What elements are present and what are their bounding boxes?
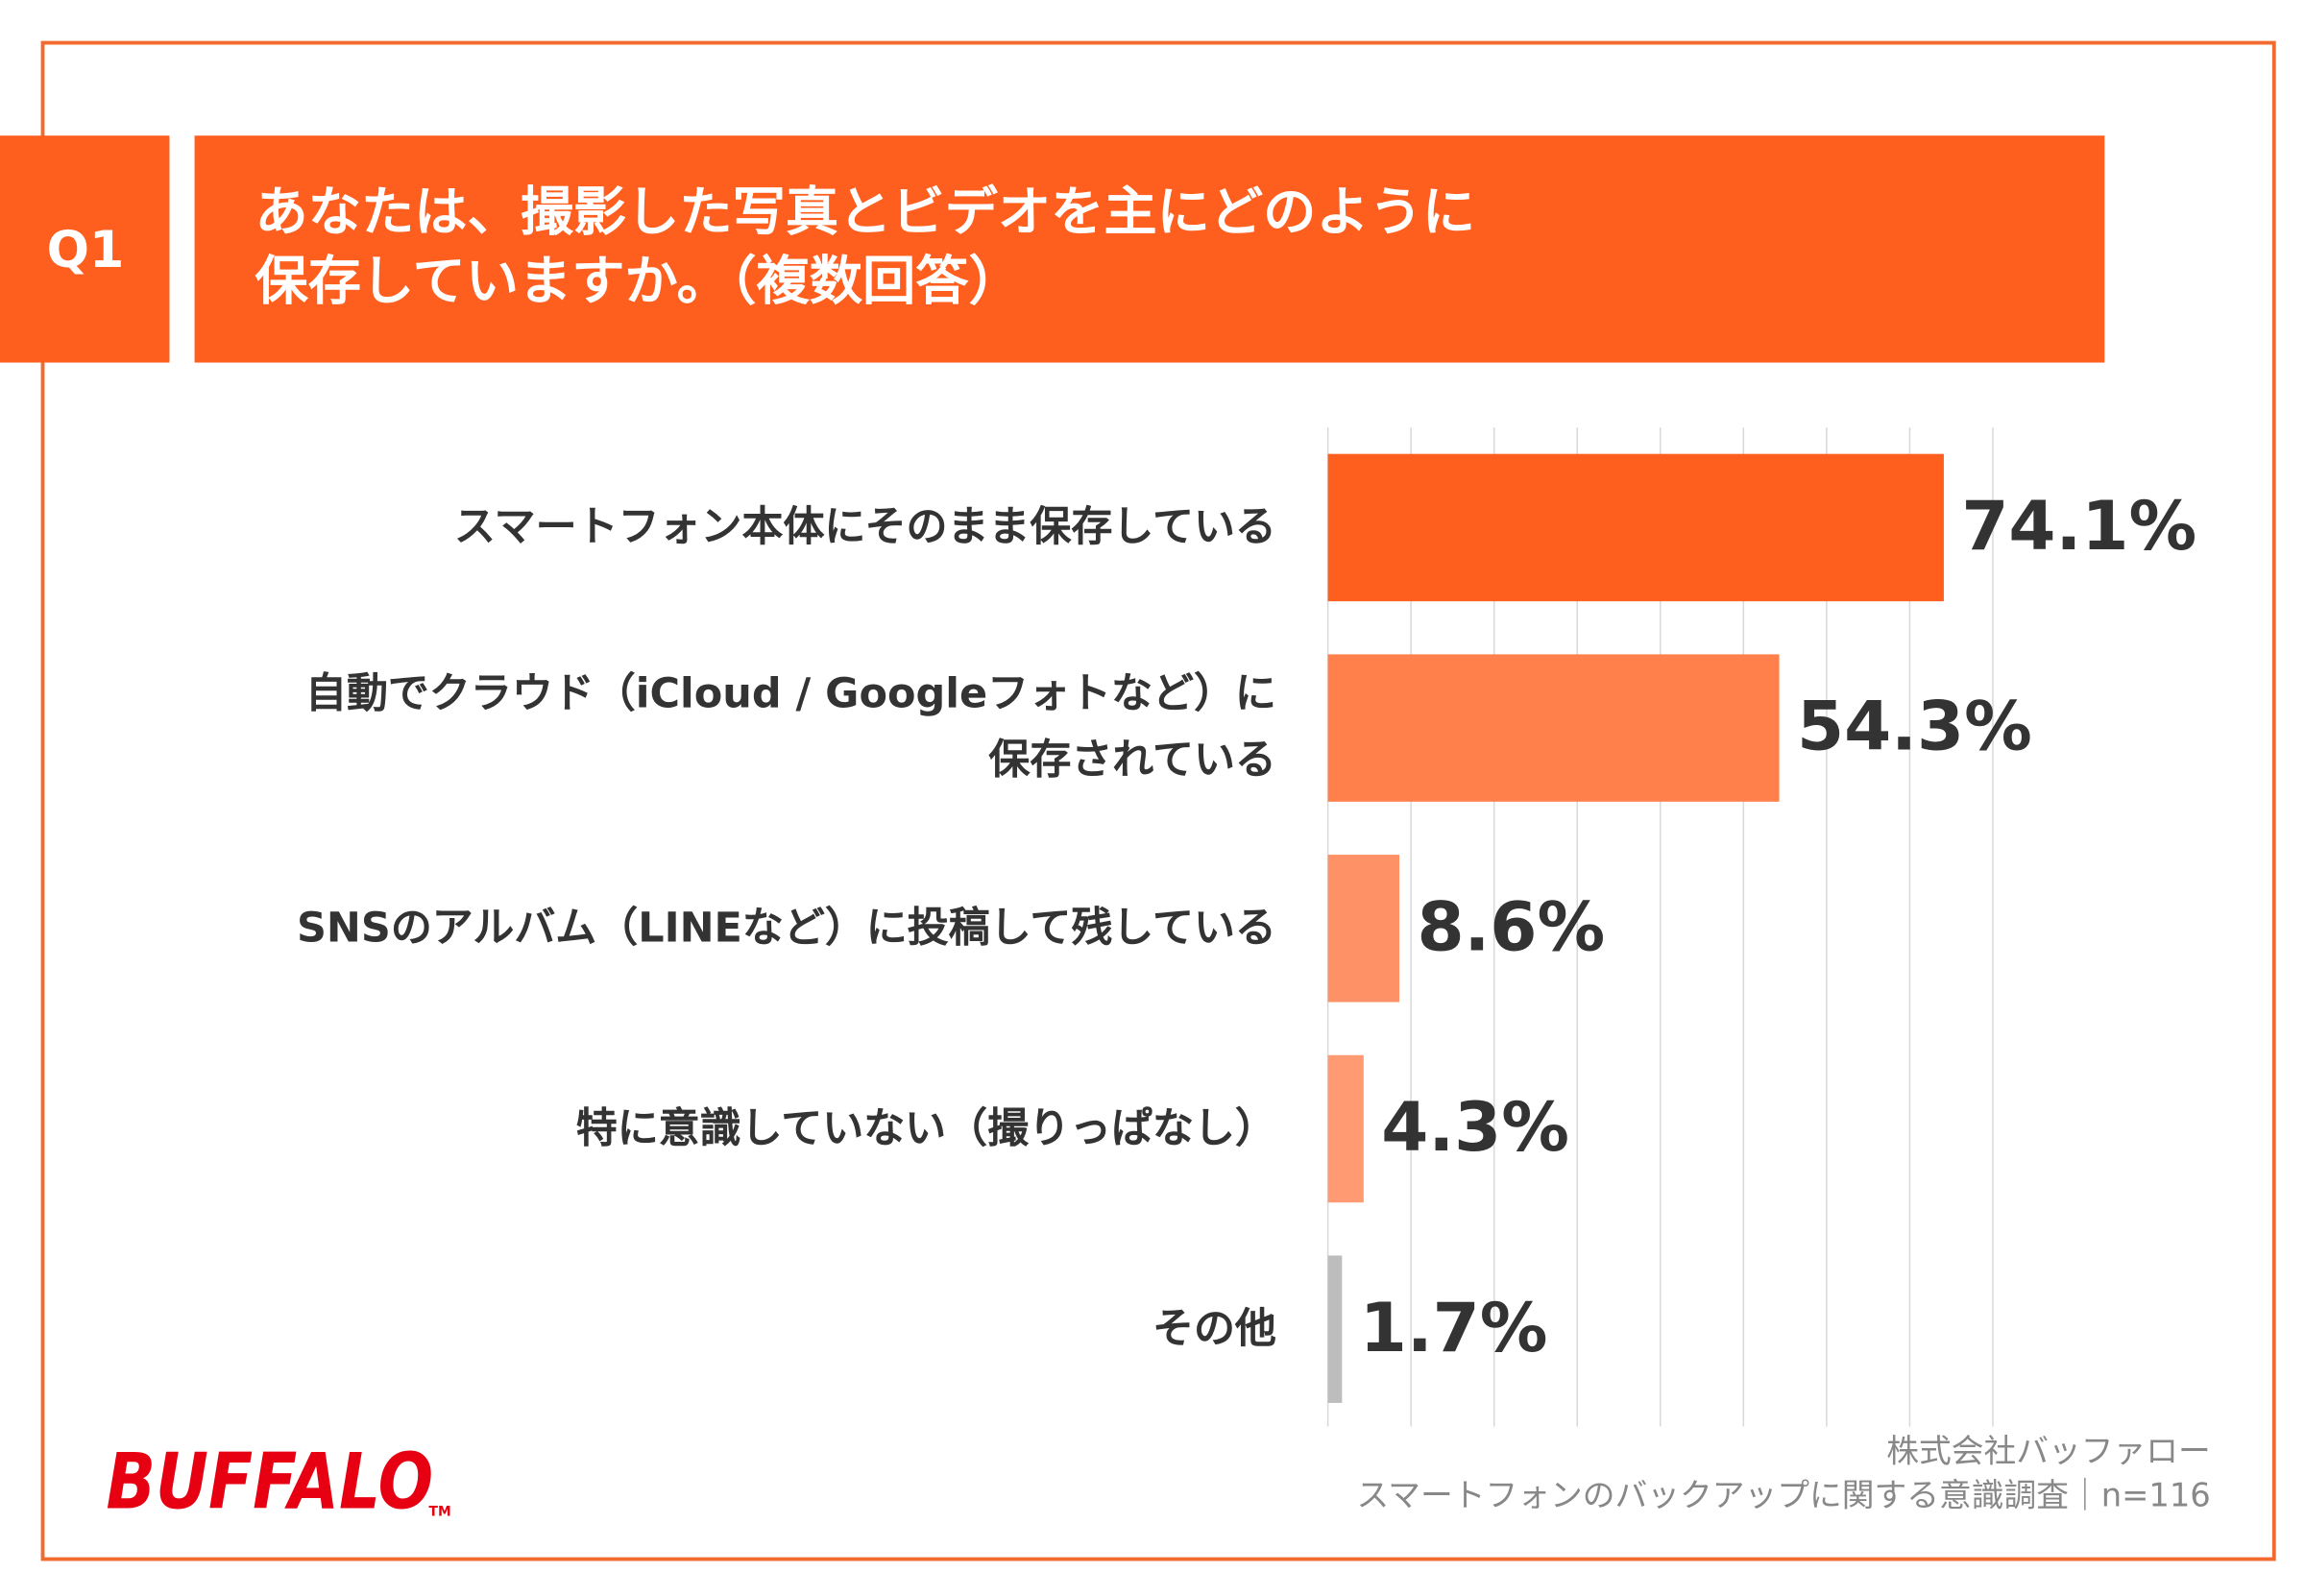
category-box: その他 [1152,1303,1276,1353]
value-label: 74.1% [1961,486,2196,566]
category-box: 特に意識していない（撮りっぱなし） [575,1102,1276,1152]
value-label: 4.3% [1381,1087,1569,1167]
value-label: 1.7% [1360,1288,1548,1367]
bar [1327,1255,1343,1403]
category-label: SNSのアルバム（LINEなど）に投稿して残している [296,903,1276,952]
bar [1327,654,1780,802]
value-label: 54.3% [1797,687,2032,766]
category-box: 自動でクラウド（iCloud / Googleフォトなど）に 保存されている [304,669,1276,785]
category-box: スマートフォン本体にそのまま保存している [453,501,1276,551]
chart-title: あなたは、撮影した写真とビデオを主にどのように 保存していますか。（複数回答） [255,182,1476,313]
logo-mark: TM [429,1504,451,1519]
value-label: 8.6% [1417,886,1605,966]
source: スマートフォンのバックアップに関する意識調査｜n=116 [1356,1477,2210,1514]
bar [1327,1054,1364,1203]
source: 株式会社バッファロー [1886,1433,2211,1470]
category-label: 自動でクラウド（iCloud / Googleフォトなど）に 保存されている [304,669,1276,785]
category-box: SNSのアルバム（LINEなど）に投稿して残している [296,903,1276,952]
category-label: 特に意識していない（撮りっぱなし） [575,1102,1276,1152]
title-bar [194,135,2105,363]
category-label: スマートフォン本体にそのまま保存している [453,501,1276,551]
badge-box [0,135,170,363]
badge: Q1 [47,222,125,279]
logo: BUFFALO [106,1437,433,1526]
title-box: あなたは、撮影した写真とビデオを主にどのように 保存していますか。（複数回答） [255,182,1476,313]
frame [40,40,2276,1561]
bar [1327,855,1400,1003]
bar [1327,453,1944,602]
category-label: その他 [1152,1303,1276,1353]
